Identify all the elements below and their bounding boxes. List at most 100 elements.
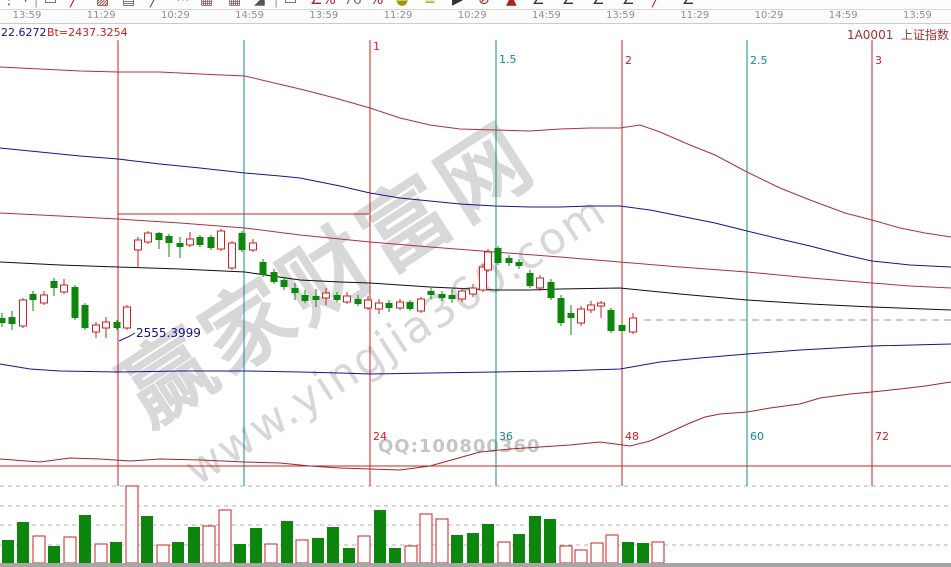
cursor-tool-icon[interactable]: ¬ [16,0,28,8]
candle-down [165,236,173,243]
candle-down [547,282,555,298]
rect-tool-icon[interactable]: ▭ [284,0,298,8]
candle-up [186,238,194,246]
play-icon[interactable]: ▶ [452,0,463,8]
line-tool-icon[interactable]: ╱ [150,0,159,8]
gann-angle5-icon[interactable]: ∠ [682,0,695,8]
volume-bar-down [529,516,541,563]
candle-down [385,303,393,308]
time-tick-label: 14:59 [828,10,858,21]
volume-bar-up [651,541,665,564]
candle-down [196,237,204,245]
volume-bar-down [513,534,525,563]
candle-down [567,313,575,318]
volume-bar-down [17,522,29,563]
volume-bar-up [218,509,232,564]
volume-bar-up [202,525,216,564]
ray-tool-icon[interactable]: ╱ [652,0,661,8]
candle-up [417,298,425,312]
volume-bar-up [295,539,309,564]
candle-down [50,281,58,288]
candle-up [587,304,595,311]
lower_band_blue [0,343,951,375]
candle-down [406,302,414,309]
fan-tool-icon[interactable]: ◢ [254,0,265,8]
separator[interactable]: │ [32,0,41,8]
more-tool-icon[interactable]: ⋯ [176,0,190,8]
candle-up [322,292,330,299]
gann-grid-icon[interactable]: ▦ [200,0,214,8]
candle-down [113,322,121,328]
triangle-tool-icon[interactable]: ▲ [506,0,517,8]
volume-bar-down [141,516,153,563]
time-tick-label: 13:59 [12,10,42,21]
volume-bar-down [451,535,463,563]
candle-down [259,262,267,275]
candle-down [291,288,299,293]
volume-bar-down [327,527,339,563]
candle-down [81,305,89,328]
candle-down [618,325,626,331]
gann-angle4-icon[interactable]: ∠ [622,0,635,8]
gann-angle2-icon[interactable]: ∠ [562,0,575,8]
candle-up [92,324,100,333]
volume-bar-down [79,515,91,563]
gann-top-label: 2.5 [750,54,768,67]
volume-bar-up [605,534,619,564]
volume-bar-down [234,544,246,563]
number-tool-icon[interactable]: 76 [344,0,362,8]
forbid-tool-icon[interactable]: ⊘ [478,0,490,8]
volume-bar-up [574,549,588,564]
candle-down [8,317,16,324]
volume-bar-up [497,541,511,564]
angle-percent-icon[interactable]: ∠% [310,0,336,8]
gann-box-icon[interactable]: ▦ [228,0,242,8]
volume-bar-down [48,546,60,563]
mid_band_black [0,261,951,311]
gann-bottom-label: 36 [499,430,513,443]
percent-tool-icon[interactable]: % [370,0,384,8]
candle-down [505,258,513,263]
time-tick-label: 13:59 [606,10,636,21]
bottom-strip [0,563,951,567]
grid-tool-icon[interactable]: ▤ [122,0,136,8]
candle-down [280,280,288,287]
candle-up [134,239,142,251]
candle-down [526,273,534,286]
time-tick-label: 11:29 [680,10,710,21]
candle-up [597,302,605,307]
volume-bar-up [94,543,108,564]
candle-down [270,272,278,282]
volume-bar-up [419,513,433,564]
gann-angle3-icon[interactable]: ∠ [592,0,605,8]
time-tick-label: 13:59 [309,10,339,21]
time-tick-label: 10:29 [754,10,784,21]
menu-icon[interactable]: ⋮ [2,0,16,8]
candle-down [427,291,435,295]
watermark-qq: QQ:100800360 [378,436,541,457]
candle-up [396,301,404,309]
gann-top-label: 3 [875,54,882,67]
quote-value: 22.6272 [1,26,47,39]
volume-bar-down [312,538,324,563]
gann-angle-icon[interactable]: ∠ [532,0,545,8]
candle-down [29,294,37,300]
volume-bar-down [544,519,556,563]
candle-up [458,290,466,300]
box-tool-icon[interactable]: ▭ [44,0,58,8]
channel-tool-icon[interactable]: ▨ [96,0,110,8]
gann-bottom-label: 24 [373,430,387,443]
levels-tool-icon[interactable]: ≡ [424,0,436,8]
candle-up [343,295,351,303]
lower_band_red [0,381,951,471]
toolbar: ⋮ ¬ │ ▭ ╱ ▨ ▤ ╱ ⋯ ▦ ▦ ◢ │ ▭ ∠% 76% ◒ ≡ ▶ ⊘ ▲ ∠ ∠ ∠ ∠ ╱ ∠ [0,0,951,10]
volume-bar-down [374,510,386,563]
cycle-tool-icon[interactable]: ◒ [396,0,409,8]
price-annotation-leader [118,332,136,342]
symbol-code: 1A0001 [846,28,894,42]
trendline-tool-icon[interactable]: ╱ [70,0,79,8]
mid_band_blue [0,147,951,268]
separator[interactable]: │ [272,0,281,8]
volume-bar-up [435,518,449,564]
